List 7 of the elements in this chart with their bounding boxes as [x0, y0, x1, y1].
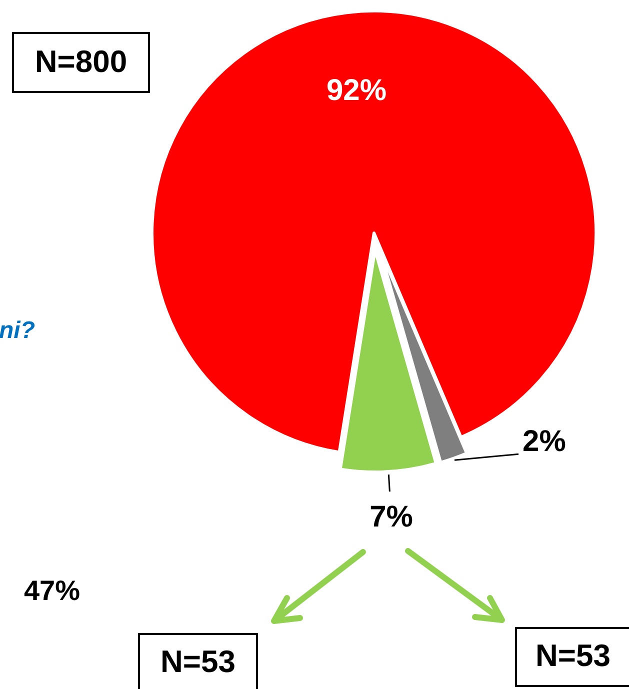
text: 47% — [24, 575, 80, 606]
data-label: 92% — [326, 74, 386, 108]
text: N=53 — [536, 638, 610, 673]
text: N=53 — [160, 644, 236, 679]
text: N=800 — [34, 44, 128, 79]
data-label: 2% — [522, 425, 566, 458]
data-label: 7% — [370, 500, 413, 534]
